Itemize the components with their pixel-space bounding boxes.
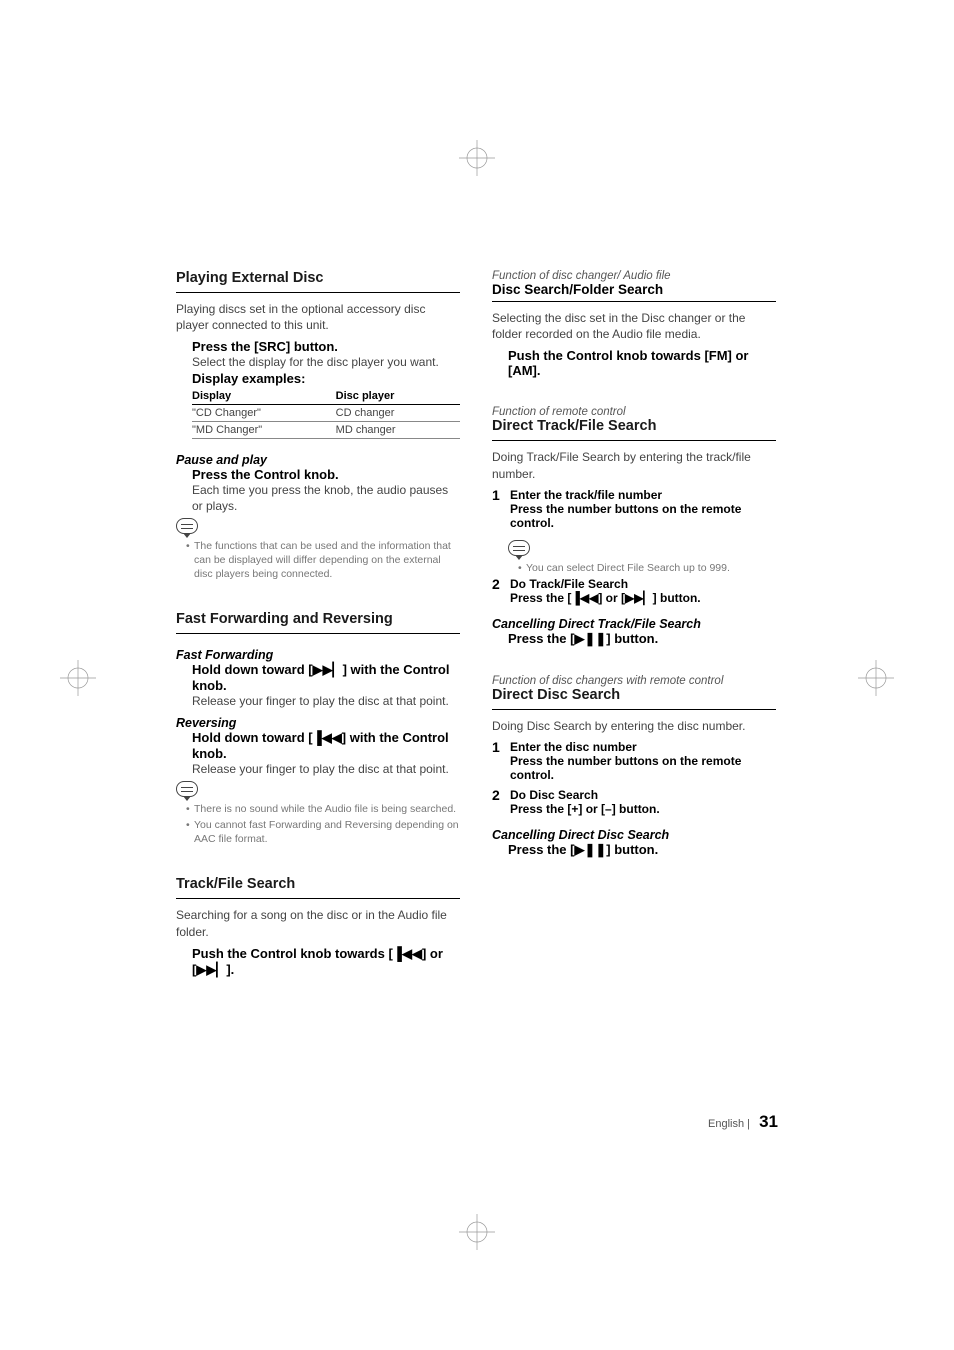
ff-heading: Fast Forwarding (176, 648, 460, 662)
rule (492, 440, 776, 441)
footer-sep: | (747, 1118, 750, 1130)
step-instruction: Press the [+] or [–] button. (510, 802, 776, 816)
pause-desc: Each time you press the knob, the audio … (192, 482, 460, 514)
step-2: 2 Do Disc Search Press the [+] or [–] bu… (492, 788, 776, 816)
crop-mark-right (858, 660, 894, 696)
note-icon (508, 540, 530, 556)
dd-intro: Doing Disc Search by entering the disc n… (492, 718, 776, 734)
step-1: 1 Enter the disc number Press the number… (492, 740, 776, 782)
heading-track-file-search: Track/File Search (176, 876, 460, 892)
page-content: Playing External Disc Playing discs set … (176, 270, 776, 978)
ds-push: Push the Control knob towards [FM] or [A… (508, 348, 776, 378)
footer-lang: English (708, 1118, 744, 1130)
intro-text: Playing discs set in the optional access… (176, 301, 460, 333)
td: "MD Changer" (192, 421, 336, 438)
rv-instruction: Hold down toward [▐◀◀] with the Control … (192, 730, 460, 761)
cancel-heading: Cancelling Direct Disc Search (492, 828, 776, 842)
cancel-instruction: Press the [▶❚❚] button. (508, 631, 776, 647)
rv-desc: Release your finger to play the disc at … (192, 761, 460, 777)
func-label: Function of disc changer/ Audio file (492, 270, 776, 282)
cancel-heading: Cancelling Direct Track/File Search (492, 617, 776, 631)
rule (176, 633, 460, 634)
note-item: The functions that can be used and the i… (186, 539, 460, 582)
heading-playing-external-disc: Playing External Disc (176, 270, 460, 286)
heading-direct-track: Direct Track/File Search (492, 418, 776, 434)
page-footer: English | 31 (708, 1112, 778, 1132)
crop-mark-bottom (459, 1214, 495, 1250)
rv-heading: Reversing (176, 716, 460, 730)
step-number: 2 (492, 577, 504, 605)
rule (176, 292, 460, 293)
note-icon (176, 781, 198, 797)
rule (492, 301, 776, 302)
step-1: 1 Enter the track/file number Press the … (492, 488, 776, 530)
step-title: Enter the disc number (510, 740, 776, 754)
step-2: 2 Do Track/File Search Press the [▐◀◀] o… (492, 577, 776, 605)
page-number: 31 (759, 1112, 778, 1131)
notes-list: The functions that can be used and the i… (186, 539, 460, 582)
display-examples-label: Display examples: (192, 371, 460, 386)
step-instruction: Press the number buttons on the remote c… (510, 502, 776, 530)
select-display: Select the display for the disc player y… (192, 354, 460, 370)
td: CD changer (336, 404, 460, 421)
func-label: Function of disc changers with remote co… (492, 675, 776, 687)
ds-intro: Selecting the disc set in the Disc chang… (492, 310, 776, 342)
th-disc-player: Disc player (336, 388, 460, 405)
dt-intro: Doing Track/File Search by entering the … (492, 449, 776, 481)
th-display: Display (192, 388, 336, 405)
step-number: 2 (492, 788, 504, 816)
td: "CD Changer" (192, 404, 336, 421)
tfs-intro: Searching for a song on the disc or in t… (176, 907, 460, 939)
func-label: Function of remote control (492, 406, 776, 418)
step-title: Enter the track/file number (510, 488, 776, 502)
note-icon (176, 518, 198, 534)
notes-list: There is no sound while the Audio file i… (186, 802, 460, 847)
td: MD changer (336, 421, 460, 438)
heading-fast-forwarding: Fast Forwarding and Reversing (176, 611, 460, 627)
step-instruction: Press the number buttons on the remote c… (510, 754, 776, 782)
crop-mark-left (60, 660, 96, 696)
pause-play-heading: Pause and play (176, 453, 460, 467)
heading-direct-disc: Direct Disc Search (492, 687, 776, 703)
rule (492, 709, 776, 710)
step-title: Do Track/File Search (510, 577, 776, 591)
display-table: DisplayDisc player "CD Changer"CD change… (192, 388, 460, 439)
step-number: 1 (492, 740, 504, 782)
note-item: There is no sound while the Audio file i… (186, 802, 460, 816)
step-number: 1 (492, 488, 504, 530)
heading-disc-search: Disc Search/Folder Search (492, 282, 776, 297)
step-title: Do Disc Search (510, 788, 776, 802)
right-column: Function of disc changer/ Audio file Dis… (492, 270, 776, 978)
cancel-instruction: Press the [▶❚❚] button. (508, 842, 776, 858)
ff-instruction: Hold down toward [▶▶▏] with the Control … (192, 662, 460, 693)
pause-press: Press the Control knob. (192, 467, 460, 482)
press-src: Press the [SRC] button. (192, 339, 460, 354)
notes-list: You can select Direct File Search up to … (518, 561, 776, 575)
step-instruction: Press the [▐◀◀] or [▶▶▏] button. (510, 591, 776, 605)
tfs-push: Push the Control knob towards [▐◀◀] or [… (192, 946, 460, 978)
note-item: You cannot fast Forwarding and Reversing… (186, 818, 460, 846)
crop-mark-top (459, 140, 495, 176)
rule (176, 898, 460, 899)
left-column: Playing External Disc Playing discs set … (176, 270, 460, 978)
ff-desc: Release your finger to play the disc at … (192, 693, 460, 709)
note-item: You can select Direct File Search up to … (518, 561, 776, 575)
